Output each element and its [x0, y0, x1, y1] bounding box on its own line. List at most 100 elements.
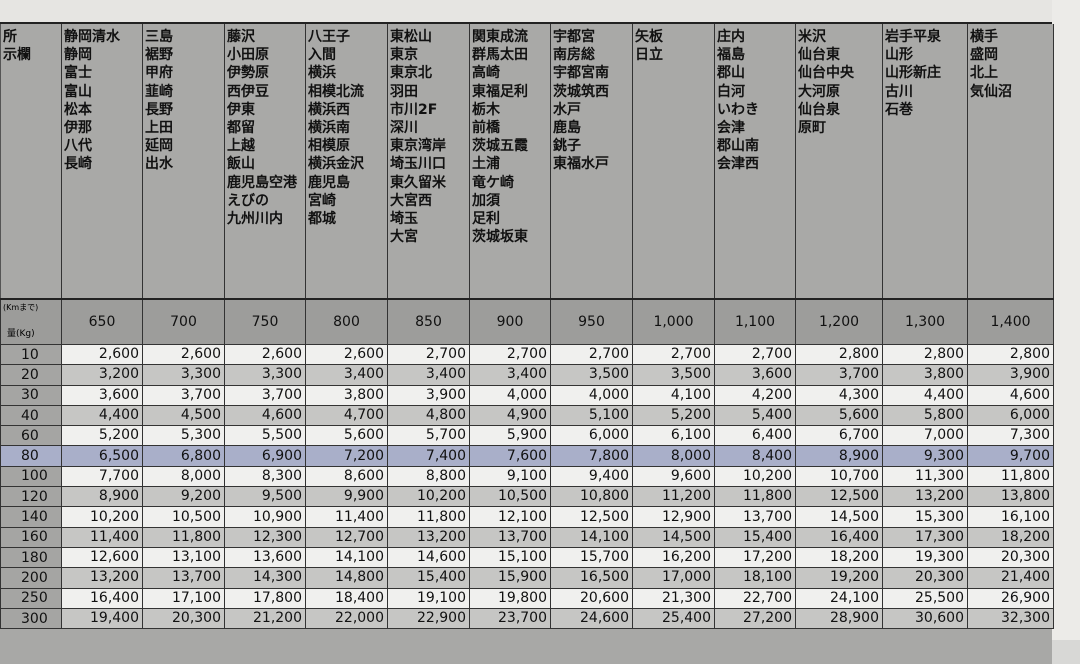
rate-cell: 4,900 [469, 404, 551, 427]
rate-cell: 8,800 [387, 465, 470, 488]
rate-cell: 16,200 [632, 546, 715, 569]
rate-cell: 11,400 [61, 526, 143, 548]
area-list-1100: 庄内 福島 郡山 白河 いわき 会津 郡山南 会津西 [714, 24, 796, 300]
area-name: 高崎 [472, 65, 500, 82]
rate-cell: 11,300 [882, 465, 968, 488]
area-name: 小田原 [227, 47, 269, 64]
weight-label: 160 [0, 526, 62, 548]
rate-cell: 6,900 [224, 445, 306, 467]
rate-cell: 26,900 [967, 587, 1054, 609]
area-name: 仙台泉 [798, 101, 840, 118]
shipping-rate-table: 所 示欄 静岡清水 静岡 富士 富山 松本 伊那 八代 長崎 三島 裾野 甲府 韮崎 長野 上田 延岡 出水藤… [0, 24, 1054, 630]
rate-cell: 17,000 [632, 567, 715, 589]
rate-cell: 5,200 [61, 425, 143, 447]
rate-cell: 18,400 [305, 587, 388, 609]
area-name: 西伊豆 [227, 83, 269, 100]
adjacent-page [1052, 0, 1080, 640]
area-name: 日立 [635, 47, 663, 64]
area-name: 山形新庄 [885, 65, 941, 82]
area-name: 深川 [390, 119, 418, 136]
rate-cell: 16,400 [795, 526, 883, 548]
area-name: 鹿児島 [308, 174, 350, 191]
area-name: 竜ケ崎 [472, 174, 514, 191]
rate-cell: 21,300 [632, 587, 715, 609]
area-name: 羽田 [390, 83, 418, 100]
rate-cell: 11,800 [967, 465, 1054, 488]
distance-header: 1,200 [795, 298, 883, 345]
weight-axis-label: 量(Kg) [7, 329, 35, 339]
rate-cell: 6,500 [61, 445, 143, 467]
rate-cell: 2,800 [882, 343, 968, 366]
area-name: 横浜西 [308, 101, 350, 118]
area-list-1300: 岩手平泉 山形 山形新庄 古川 石巻 [882, 24, 968, 300]
area-name: 茨城筑西 [553, 83, 609, 100]
distance-header: 700 [142, 298, 225, 345]
area-list-700: 三島 裾野 甲府 韮崎 長野 上田 延岡 出水 [142, 24, 225, 300]
rate-cell: 4,000 [550, 384, 633, 406]
weight-label: 300 [0, 607, 62, 630]
rate-cell: 14,600 [387, 546, 470, 569]
rate-cell: 9,300 [882, 445, 968, 467]
rate-cell: 8,000 [632, 445, 715, 467]
area-list-850: 東松山 東京 東京北 羽田 市川2F 深川 東京湾岸 埼玉川口 東久留米 大宮西 埼玉 大宮 [387, 24, 470, 300]
rate-row: 100 7,700 8,000 8,300 8,600 8,800 9,100 9,400 9,… [0, 465, 1054, 488]
area-name: 足利 [472, 210, 500, 227]
rate-cell: 9,700 [967, 445, 1054, 467]
rate-cell: 30,600 [882, 607, 968, 630]
area-name: 横浜 [308, 65, 336, 82]
rate-row: 140 10,200 10,500 10,900 11,400 11,800 12,100 1… [0, 506, 1054, 528]
rate-cell: 10,800 [550, 486, 633, 508]
rate-cell: 7,300 [967, 425, 1054, 447]
rate-row: 60 5,200 5,300 5,500 5,600 5,700 5,900 6,000 6,1… [0, 425, 1054, 447]
rate-cell: 13,700 [469, 526, 551, 548]
rate-row: 120 8,900 9,200 9,500 9,900 10,200 10,500 10,80… [0, 486, 1054, 508]
rate-cell: 3,400 [469, 364, 551, 386]
rate-cell: 21,400 [967, 567, 1054, 589]
area-name: 白河 [717, 83, 745, 100]
area-name: 韮崎 [145, 83, 173, 100]
rate-row: 30 3,600 3,700 3,700 3,800 3,900 4,000 4,000 4,1… [0, 384, 1054, 406]
rate-cell: 17,100 [142, 587, 225, 609]
rate-cell: 12,700 [305, 526, 388, 548]
area-name: 相模北流 [308, 83, 364, 100]
rate-cell: 8,900 [795, 445, 883, 467]
area-name: 鹿児島空港 [227, 174, 297, 191]
rate-cell: 7,700 [61, 465, 143, 488]
area-name: 入間 [308, 47, 336, 64]
area-name: 南房総 [553, 47, 595, 64]
rate-cell: 20,600 [550, 587, 633, 609]
distance-header: 850 [387, 298, 470, 345]
area-label-line: 示欄 [3, 47, 31, 64]
area-name: 茨城坂東 [472, 229, 528, 246]
rate-cell: 3,800 [882, 364, 968, 386]
rate-cell: 3,300 [224, 364, 306, 386]
area-name: 加須 [472, 192, 500, 209]
rate-cell: 11,800 [387, 506, 470, 528]
rate-cell: 2,600 [305, 343, 388, 366]
weight-label: 250 [0, 587, 62, 609]
rate-cell: 11,200 [632, 486, 715, 508]
area-name: 都城 [308, 210, 336, 227]
area-name: 宇都宮 [553, 29, 595, 45]
area-name: 大宮 [390, 229, 418, 246]
rate-cell: 27,200 [714, 607, 796, 630]
rate-cell: 2,800 [795, 343, 883, 366]
area-name: 富山 [64, 83, 92, 100]
rate-cell: 5,700 [387, 425, 470, 447]
area-name: 庄内 [717, 29, 745, 45]
rate-cell: 22,700 [714, 587, 796, 609]
area-name: 東福足利 [472, 83, 528, 100]
area-name: 長野 [145, 101, 173, 118]
rate-cell: 15,400 [387, 567, 470, 589]
area-column-label: 所 示欄 [0, 24, 62, 300]
area-name: 出水 [145, 156, 173, 173]
rate-cell: 6,800 [142, 445, 225, 467]
rate-cell: 28,900 [795, 607, 883, 630]
area-name: 栃木 [472, 101, 500, 118]
rate-cell: 8,600 [305, 465, 388, 488]
rate-cell: 15,700 [550, 546, 633, 569]
area-name: 横手 [970, 29, 998, 45]
area-name: 福島 [717, 47, 745, 64]
rate-cell: 5,300 [142, 425, 225, 447]
rate-cell: 9,500 [224, 486, 306, 508]
